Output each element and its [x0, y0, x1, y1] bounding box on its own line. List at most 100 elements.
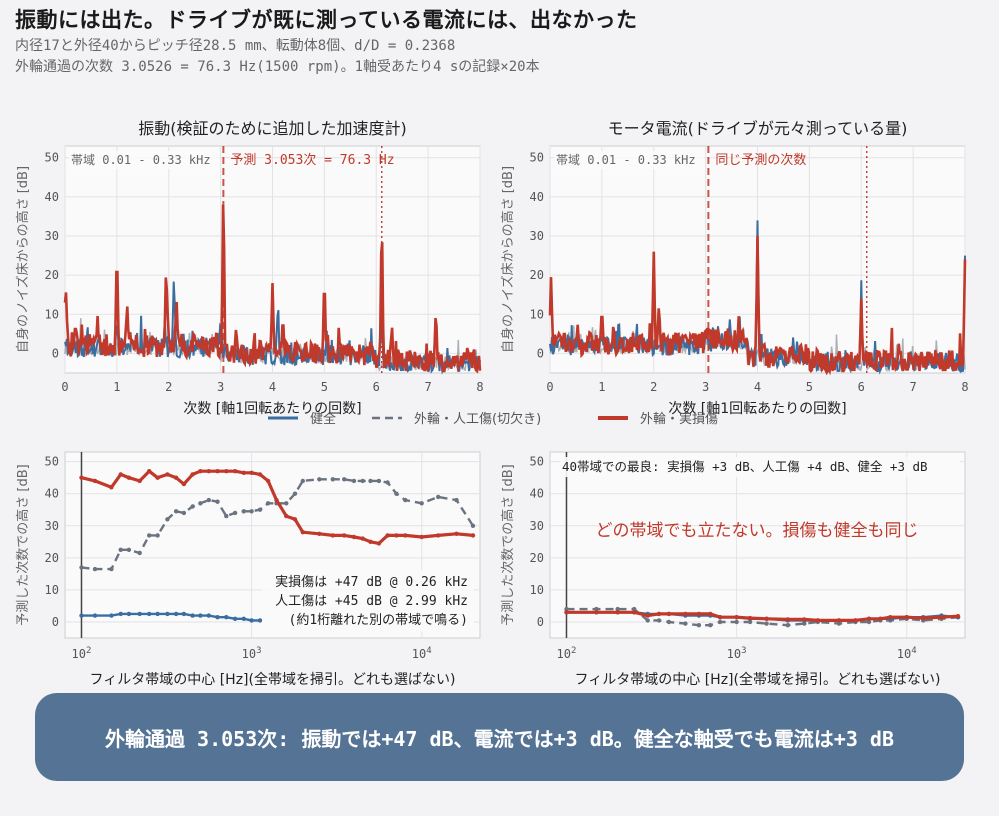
data-point-artificial	[747, 619, 753, 625]
data-point-healthy	[190, 613, 195, 618]
data-point-real	[785, 617, 790, 622]
data-point-real	[232, 469, 238, 474]
data-point-real	[904, 615, 909, 620]
data-point-real	[284, 513, 289, 519]
data-point-real	[126, 475, 132, 480]
data-point-real	[118, 472, 123, 477]
y-tick-label: 30	[45, 229, 59, 243]
data-point-artificial	[190, 504, 195, 509]
legend-label-real: 外輪・実損傷	[640, 411, 718, 427]
annotation-top-bg	[560, 457, 960, 477]
legend-label-healthy: 健全	[310, 411, 336, 427]
no-peak-annotation: どの帯域でも立たない。損傷も健全も同じ	[596, 521, 919, 541]
data-point-artificial	[300, 478, 305, 484]
best-band-annotation: 40帯域での最良: 実損傷 +3 dB、人工傷 +4 dB、健全 +3 dB	[562, 459, 928, 474]
data-point-artificial	[206, 497, 211, 503]
x-tick-label: 104	[897, 646, 917, 661]
y-tick-label: 30	[45, 519, 59, 533]
data-point-artificial	[734, 619, 739, 625]
data-point-artificial	[224, 513, 229, 519]
x-tick-label: 8	[961, 380, 968, 394]
data-point-healthy	[137, 611, 142, 617]
conclusion-banner: 外輪通過 3.053次: 振動では+47 dB、電流では+3 dB。健全な軸受で…	[35, 693, 964, 781]
chart-title: 振動(検証のために追加した加速度計)	[138, 119, 407, 138]
data-point-real	[836, 618, 842, 623]
y-tick-label: 50	[45, 151, 59, 165]
x-tick-label: 3	[217, 380, 224, 394]
data-point-real	[241, 470, 246, 475]
data-point-artificial	[717, 619, 723, 625]
data-point-artificial	[155, 533, 160, 538]
x-axis-label: フィルタ帯域の中心 [Hz](全帯域を掃引。どれも選ばない)	[575, 671, 941, 688]
y-tick-label: 40	[45, 487, 59, 501]
x-tick-label: 0	[546, 380, 553, 394]
x-axis-label: 次数 [軸1回転あたりの回数]	[183, 401, 361, 417]
data-point-real	[330, 533, 335, 538]
data-point-artificial	[173, 509, 179, 514]
y-tick-label: 0	[537, 346, 544, 360]
y-tick-label: 0	[537, 615, 544, 629]
data-point-healthy	[257, 618, 263, 623]
annotation-line: 実損傷は +47 dB @ 0.26 kHz	[275, 574, 468, 590]
data-point-healthy	[126, 611, 132, 617]
data-point-real	[683, 611, 688, 617]
subtitle-frequency: 外輪通過の次数 3.0526 = 76.3 Hz(1500 rpm)。1軸受あた…	[15, 59, 540, 75]
data-point-real	[696, 611, 702, 617]
marker-label: 予測 3.053次 = 76.3 Hz	[230, 152, 394, 168]
y-tick-label: 20	[45, 268, 59, 282]
y-axis-label: 自身のノイズ床からの高さ [dB]	[500, 166, 516, 353]
data-point-healthy	[155, 611, 160, 617]
data-point-artificial	[317, 477, 322, 482]
data-point-artificial	[126, 547, 132, 552]
data-point-real	[632, 610, 637, 615]
data-point-real	[921, 615, 926, 621]
x-tick-label: 5	[806, 380, 813, 394]
data-point-artificial	[137, 550, 142, 556]
y-tick-label: 20	[530, 268, 544, 282]
x-axis-label: 次数 [軸1回転あたりの回数]	[668, 401, 846, 417]
data-point-real	[764, 616, 769, 621]
band-label-bg	[554, 151, 704, 169]
data-point-artificial	[198, 501, 203, 506]
data-point-artificial	[683, 621, 688, 626]
x-tick-label: 102	[72, 646, 92, 661]
data-point-real	[866, 616, 872, 621]
x-tick-label: 0	[61, 380, 68, 394]
data-point-artificial	[403, 497, 408, 503]
x-tick-label: 102	[557, 646, 577, 661]
y-tick-label: 50	[530, 455, 544, 469]
data-point-artificial	[249, 509, 254, 514]
data-point-real	[317, 531, 322, 536]
data-point-artificial	[165, 517, 170, 522]
y-tick-label: 10	[45, 583, 59, 597]
data-point-real	[717, 615, 723, 620]
plot-area-3	[549, 451, 966, 639]
data-point-real	[190, 472, 195, 477]
y-tick-label: 50	[530, 151, 544, 165]
x-tick-label: 2	[165, 380, 172, 394]
data-point-real	[224, 469, 229, 474]
band-label-bg	[69, 151, 219, 169]
x-tick-label: 5	[321, 380, 328, 394]
data-point-artificial	[632, 606, 637, 612]
band-label: 帯域 0.01 - 0.33 kHz	[71, 153, 211, 167]
data-point-artificial	[708, 623, 713, 628]
x-tick-label: 7	[910, 380, 917, 394]
annotation-bg	[262, 570, 474, 632]
data-point-healthy	[232, 616, 238, 621]
data-point-healthy	[249, 618, 254, 623]
data-point-artificial	[232, 510, 238, 516]
data-point-real	[265, 478, 271, 484]
data-point-artificial	[564, 606, 569, 612]
data-point-artificial	[241, 509, 246, 514]
band-label: 帯域 0.01 - 0.33 kHz	[556, 153, 696, 167]
y-tick-label: 50	[45, 455, 59, 469]
data-point-real	[249, 470, 254, 475]
subtitle-geometry: 内径17と外径40からピッチ径28.5 mm、転動体8個、d/D = 0.236…	[15, 38, 456, 54]
data-point-real	[137, 478, 142, 484]
data-point-artificial	[645, 618, 650, 623]
data-point-artificial	[802, 621, 807, 626]
data-point-healthy	[147, 611, 152, 617]
data-point-real	[419, 534, 424, 540]
